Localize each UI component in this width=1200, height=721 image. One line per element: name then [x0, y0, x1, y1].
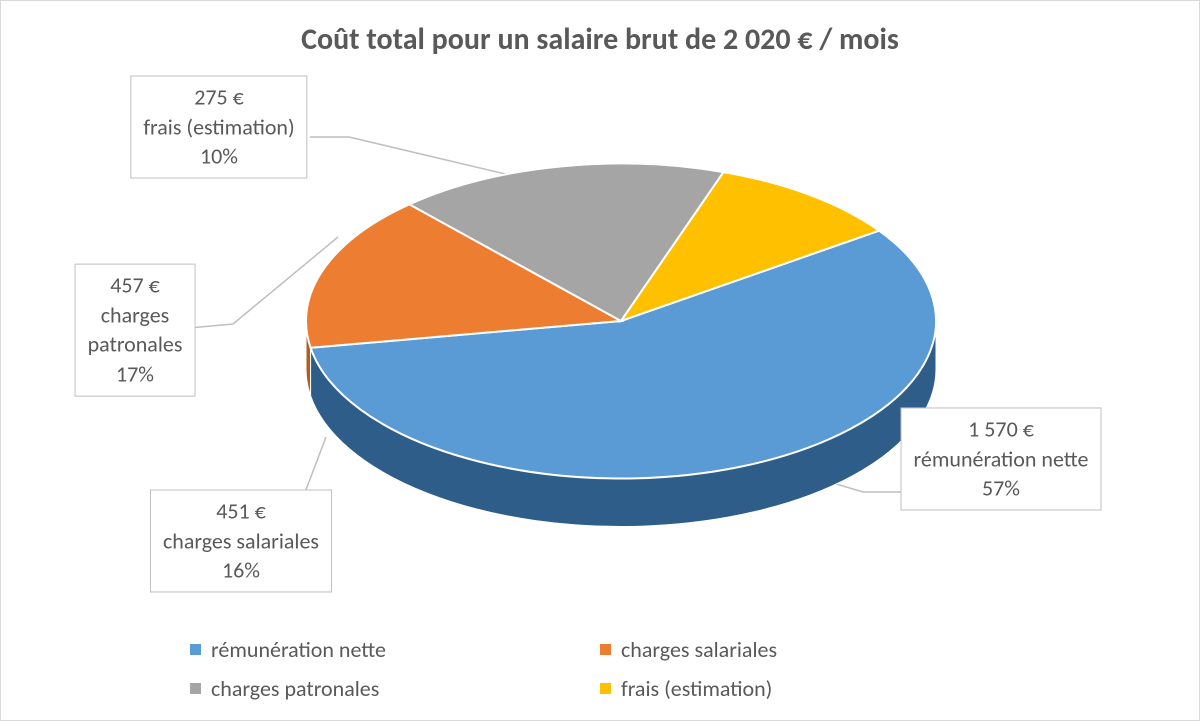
- data-label: 275 €frais (estimation)10%: [130, 75, 307, 178]
- pie-area: 1 570 €rémunération nette57%451 €charges…: [1, 81, 1200, 601]
- legend-swatch: [190, 683, 201, 694]
- pie-3d-group: [306, 164, 936, 527]
- data-label: 1 570 €rémunération nette57%: [901, 407, 1102, 510]
- legend-label: charges patronales: [211, 675, 379, 702]
- legend-item: charges patronales: [190, 675, 600, 702]
- data-label-line: rémunération nette: [914, 444, 1089, 474]
- data-label-line: frais (estimation): [143, 112, 294, 142]
- data-label-line: 451 €: [163, 496, 319, 526]
- chart-frame: Coût total pour un salaire brut de 2 020…: [0, 0, 1200, 721]
- data-label-line: charges: [88, 300, 183, 330]
- data-label-line: 1 570 €: [914, 414, 1089, 444]
- legend-swatch: [190, 644, 201, 655]
- data-label-line: 16%: [163, 556, 319, 586]
- data-label: 451 €charges salariales16%: [150, 489, 332, 592]
- legend-label: charges salariales: [621, 636, 777, 663]
- legend: rémunération nette charges salariales char…: [1, 636, 1199, 702]
- data-label-line: charges salariales: [163, 526, 319, 556]
- chart-title: Coût total pour un salaire brut de 2 020…: [1, 21, 1199, 58]
- data-label-line: 57%: [914, 474, 1089, 504]
- legend-swatch: [600, 683, 611, 694]
- data-label: 457 €chargespatronales17%: [75, 264, 196, 397]
- legend-item: charges salariales: [600, 636, 1010, 663]
- data-label-line: patronales: [88, 330, 183, 360]
- data-label-line: 17%: [88, 360, 183, 390]
- legend-item: rémunération nette: [190, 636, 600, 663]
- data-label-line: 10%: [143, 142, 294, 172]
- legend-item: frais (estimation): [600, 675, 1010, 702]
- legend-label: rémunération nette: [211, 636, 386, 663]
- data-label-line: 457 €: [88, 271, 183, 301]
- data-label-line: 275 €: [143, 82, 294, 112]
- leader-line: [310, 137, 518, 177]
- legend-swatch: [600, 644, 611, 655]
- legend-label: frais (estimation): [621, 675, 772, 702]
